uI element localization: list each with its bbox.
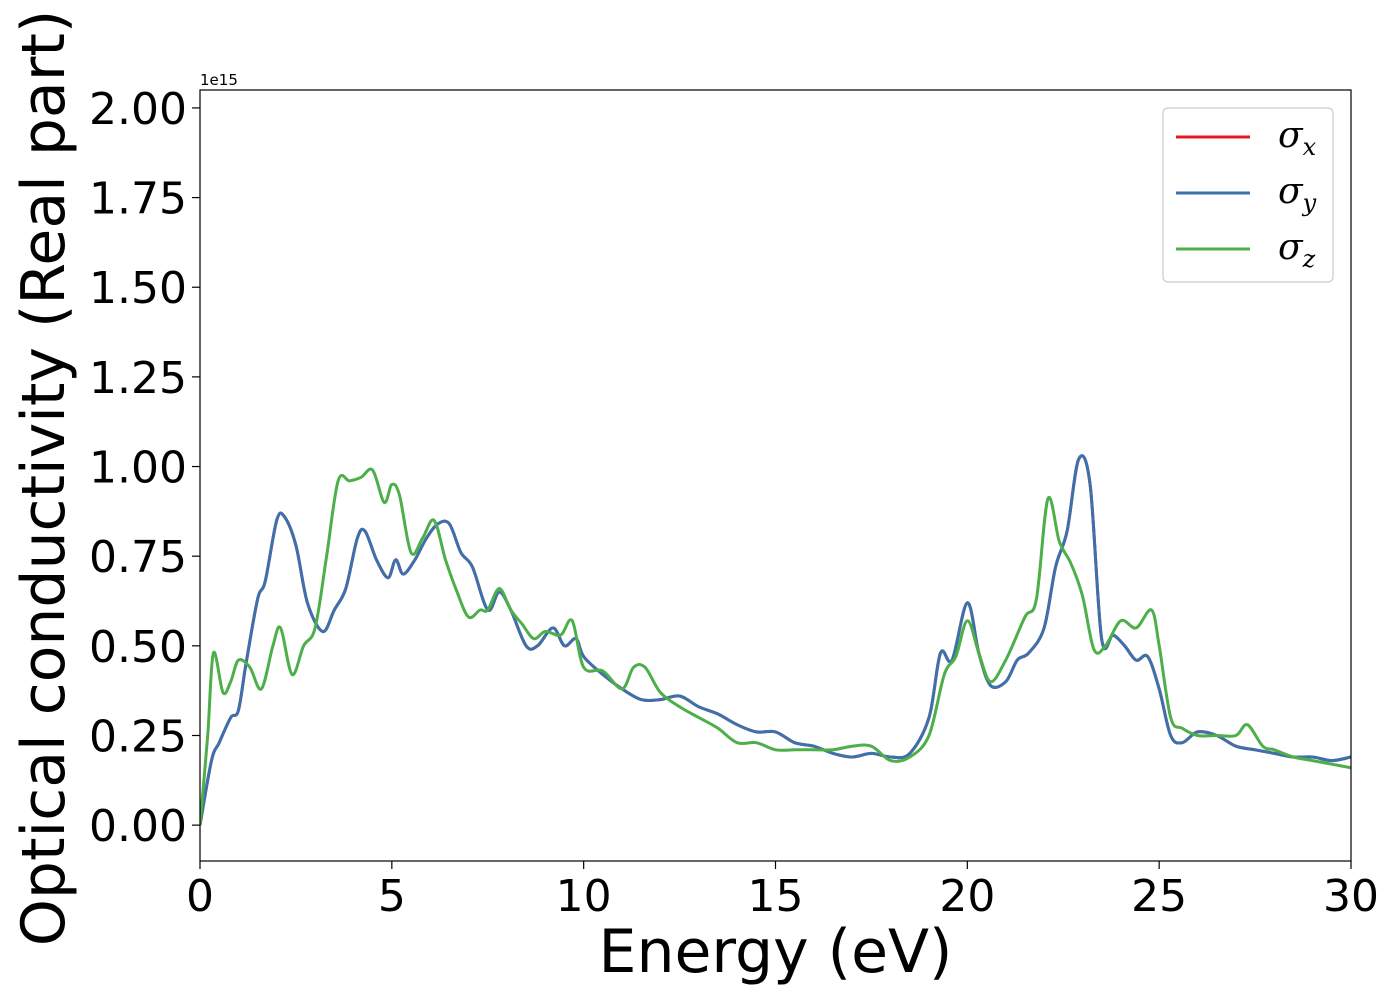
legend-label-y: σy [1278,171,1317,217]
legend-box [1162,107,1334,283]
y-tick-label: 1.00 [89,443,187,494]
legend-label-z: σz [1278,227,1316,273]
x-tick-label: 20 [939,871,995,922]
series-line-y [200,454,1351,826]
x-axis-title: Energy (eV) [599,917,953,987]
y-tick-label: 2.00 [89,84,187,135]
y-offset-label: 1e15 [200,71,238,89]
x-tick-label: 5 [378,871,406,922]
legend-label-x: σx [1278,115,1317,161]
series-line-z [200,467,1351,826]
y-tick-label: 0.25 [89,711,187,762]
x-tick-label: 10 [556,871,612,922]
x-tick-label: 25 [1131,871,1187,922]
y-axis-title: Optical conductivity (Real part) [9,10,79,947]
y-tick-label: 1.75 [89,174,187,225]
y-tick-label: 1.50 [89,263,187,314]
x-tick-label: 15 [748,871,804,922]
legend: σx σy σz [1162,107,1334,283]
x-tick-label: 30 [1323,871,1379,922]
y-tick-label: 1.25 [89,353,187,404]
y-tick-label: 0.00 [89,801,187,852]
plot-area [200,454,1351,826]
axis-ticks: 0 5 10 15 20 25 30 0.00 0.25 0.50 0.75 1.00 1.25 1.50… [89,84,1379,922]
y-tick-label: 0.75 [89,532,187,583]
series-line-x [200,454,1351,826]
x-tick-label: 0 [186,871,214,922]
y-tick-label: 0.50 [89,622,187,673]
